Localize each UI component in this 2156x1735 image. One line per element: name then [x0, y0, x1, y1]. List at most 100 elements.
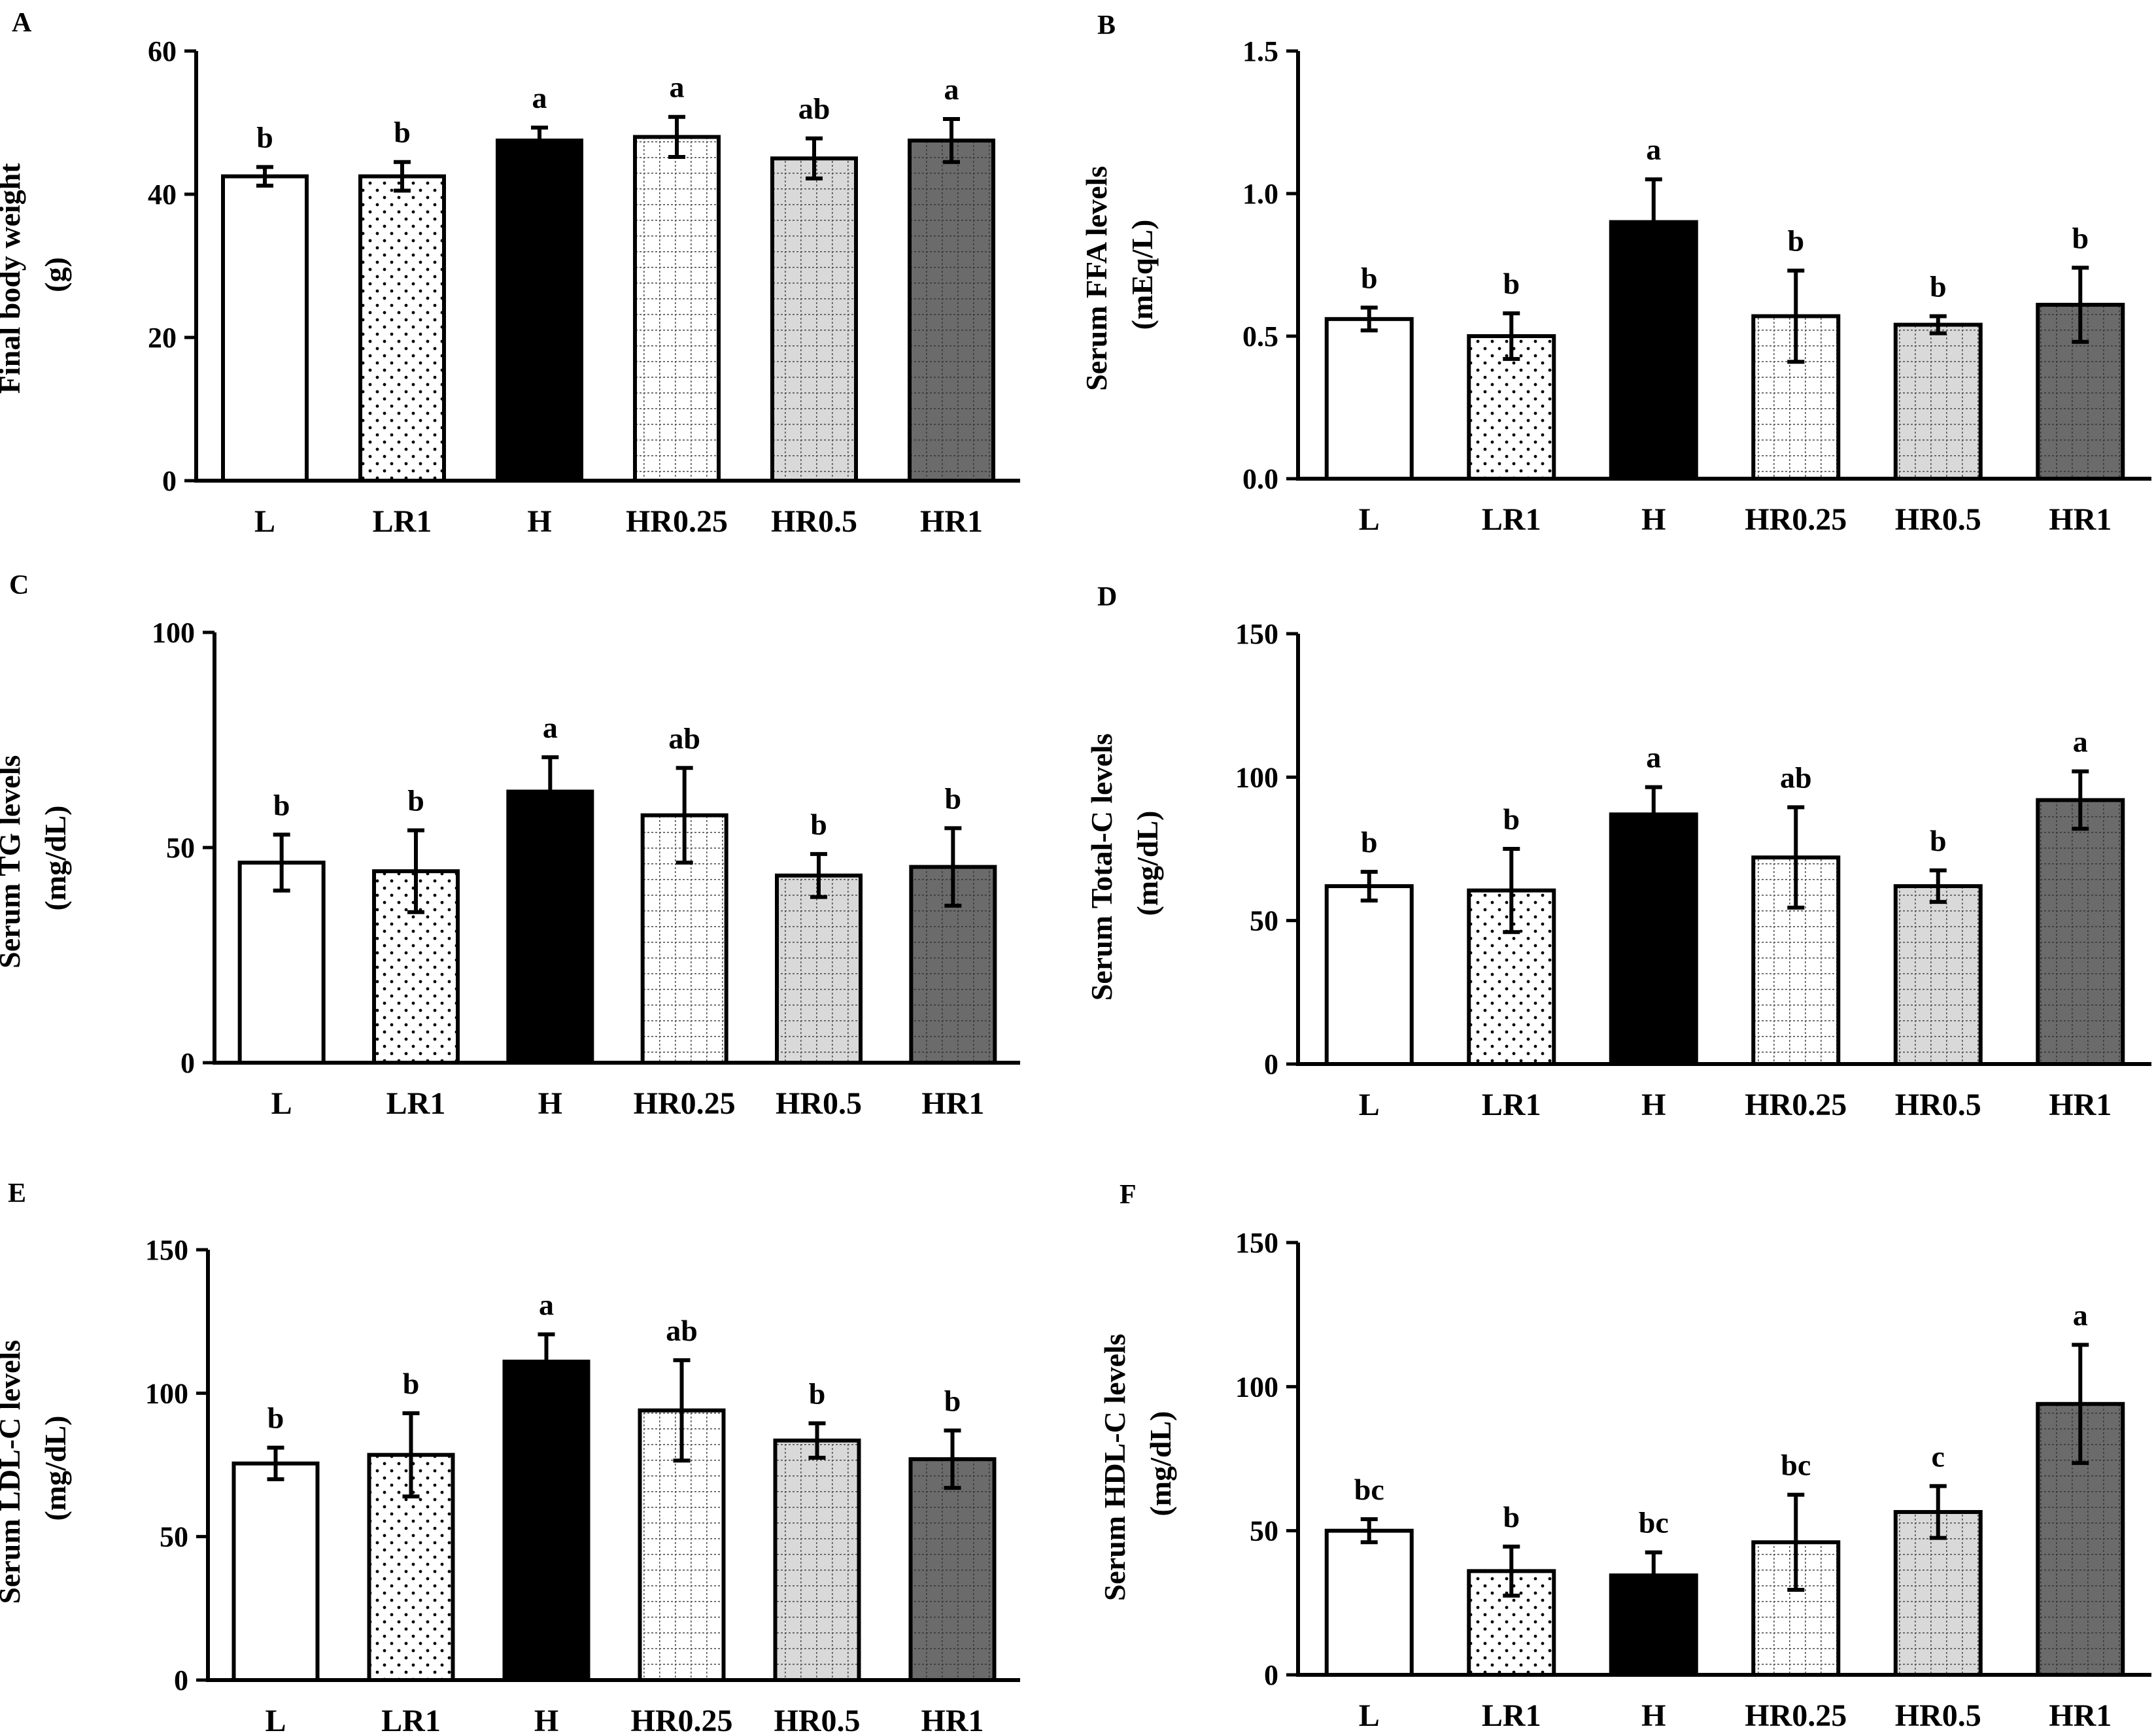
x-tick-label: HR0.5	[774, 1704, 861, 1735]
y-tick-label: 40	[148, 179, 177, 211]
bar	[908, 1457, 997, 1682]
y-tick-label: 100	[152, 617, 195, 649]
x-tick-label: H	[534, 1704, 558, 1735]
bar	[1324, 1528, 1414, 1677]
x-tick-label: HR0.25	[631, 1704, 733, 1735]
x-tick-label: HR0.5	[771, 504, 857, 539]
panel-label: F	[1120, 1180, 1137, 1210]
y-axis-label-line-1: Serum Total-C levels	[1085, 733, 1118, 1001]
x-tick-label: HR0.5	[1895, 1088, 1981, 1122]
y-tick-label: 0	[162, 465, 177, 497]
x-tick-label: L	[1359, 1698, 1380, 1733]
bar	[908, 138, 995, 483]
y-tick-label: 1.5	[1242, 35, 1278, 67]
panel-label: C	[9, 570, 29, 600]
y-tick-label: 150	[1235, 1227, 1278, 1259]
significance-letter: c	[1932, 1439, 1945, 1473]
bar	[1893, 884, 1983, 1066]
x-tick-label: HR0.5	[1895, 502, 1981, 537]
y-tick-label: 150	[145, 1234, 188, 1266]
y-tick-label: 0	[1264, 1048, 1278, 1080]
svg-text:Serum FFA levels (mEq/L): Serum FFA levels (mEq/L)	[1080, 158, 1159, 391]
x-tick-label: L	[254, 504, 275, 539]
x-tick-label: L	[265, 1704, 286, 1735]
svg-text:Serum TG levels (mg/dL): Serum TG levels (mg/dL)	[0, 747, 72, 969]
significance-letter: ab	[1780, 761, 1812, 794]
bar	[496, 138, 583, 483]
y-tick-label: 20	[148, 322, 177, 354]
bar	[633, 135, 721, 483]
bar	[358, 174, 446, 483]
significance-letter: a	[532, 81, 547, 114]
significance-letter: b	[2072, 221, 2089, 254]
x-tick-label: HR0.5	[776, 1086, 862, 1121]
y-tick-label: 0	[180, 1047, 195, 1079]
x-tick-label: H	[1641, 1698, 1666, 1733]
y-axis-label-line-2: (mg/dL)	[1144, 1411, 1177, 1517]
panel-d: D Serum Total-C levels (mg/dL) 0 50 100 150…	[1085, 582, 2151, 1122]
y-tick-label: 50	[166, 832, 195, 864]
y-tick-label: 100	[1235, 761, 1278, 793]
y-tick-label: 0.0	[1242, 463, 1278, 495]
significance-letter: b	[1787, 224, 1804, 258]
significance-letter: a	[539, 1288, 554, 1321]
panel-label: E	[8, 1178, 26, 1209]
x-tick-label: HR0.25	[1745, 502, 1847, 537]
bar	[1467, 1569, 1556, 1677]
significance-letter: a	[543, 711, 558, 744]
significance-letter: b	[267, 1401, 284, 1435]
significance-letter: b	[394, 116, 411, 149]
significance-letter: b	[403, 1367, 420, 1400]
significance-letter: b	[1503, 1500, 1520, 1534]
x-tick-label: HR1	[2049, 1088, 2112, 1122]
x-tick-label: L	[1359, 502, 1380, 537]
y-axis-label-line-2: (mg/dL)	[39, 1416, 72, 1521]
x-tick-label: HR0.25	[1745, 1698, 1847, 1733]
bar	[1609, 220, 1698, 481]
bar	[221, 174, 309, 483]
x-tick-label: LR1	[386, 1086, 446, 1121]
x-tick-label: HR1	[921, 1086, 984, 1121]
significance-letter: b	[810, 808, 827, 841]
significance-letter: a	[2073, 1298, 2088, 1331]
panel-f: F Serum HDL-C levels (mg/dL) 050100150bc…	[1098, 1180, 2151, 1733]
x-tick-label: L	[1359, 1088, 1380, 1122]
x-tick-label: LR1	[381, 1704, 441, 1735]
x-tick-label: HR1	[920, 504, 983, 539]
significance-letter: b	[256, 120, 273, 154]
significance-letter: b	[273, 788, 290, 821]
significance-letter: b	[1930, 824, 1947, 857]
x-tick-label: HR1	[2049, 502, 2112, 537]
x-tick-label: HR0.5	[1895, 1698, 1981, 1733]
x-tick-label: HR0.25	[1745, 1088, 1847, 1122]
y-tick-label: 50	[1250, 1515, 1278, 1547]
significance-letter: b	[1503, 267, 1520, 300]
panel-b: B Serum FFA levels (mEq/L) 0.0 0.5 1.0 1.5 b…	[1080, 10, 2151, 537]
x-tick-label: HR1	[2049, 1698, 2112, 1733]
significance-letter: ab	[798, 92, 830, 126]
x-tick-label: LR1	[373, 504, 432, 539]
y-axis-label-line-1: Final body weight	[0, 163, 26, 394]
x-tick-label: HR1	[921, 1704, 984, 1735]
significance-letter: b	[1361, 261, 1378, 294]
y-axis-label-line-2: (mEq/L)	[1125, 220, 1159, 330]
significance-letter: a	[944, 73, 959, 106]
y-tick-label: 1.0	[1242, 178, 1278, 210]
significance-letter: a	[1646, 741, 1661, 774]
bar	[775, 873, 863, 1065]
x-tick-label: LR1	[1482, 1088, 1541, 1122]
y-tick-label: 50	[1250, 905, 1278, 937]
bar	[502, 1360, 590, 1683]
significance-letter: b	[1930, 269, 1947, 303]
x-tick-label: H	[1641, 1088, 1666, 1122]
y-tick-label: 0	[1264, 1659, 1278, 1691]
y-axis-label-line-2: (g)	[39, 257, 72, 292]
bar	[1324, 317, 1414, 481]
y-axis-label-line-1: Serum TG levels	[0, 755, 26, 969]
svg-text:Final body weight (g): Final body weight (g)	[0, 156, 72, 394]
x-tick-label: LR1	[1482, 1698, 1541, 1733]
bar	[1609, 812, 1698, 1066]
x-tick-label: H	[527, 504, 551, 539]
bar	[506, 789, 594, 1065]
